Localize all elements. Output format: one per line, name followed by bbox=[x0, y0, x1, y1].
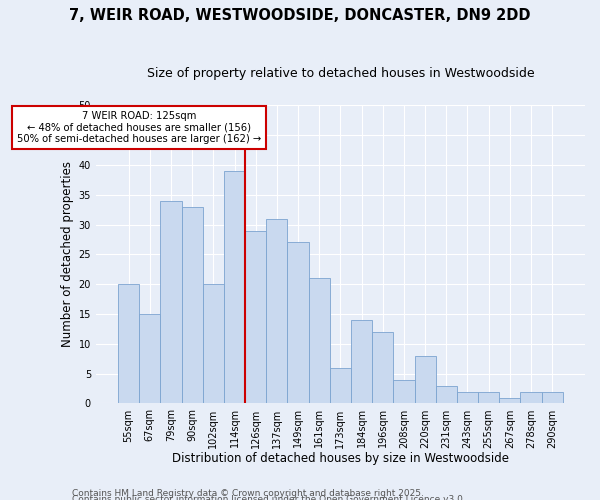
Bar bbox=[224, 171, 245, 404]
Bar bbox=[287, 242, 308, 404]
Bar bbox=[542, 392, 563, 404]
Bar bbox=[499, 398, 520, 404]
Bar bbox=[457, 392, 478, 404]
Bar bbox=[351, 320, 372, 404]
Bar bbox=[308, 278, 330, 404]
Bar bbox=[394, 380, 415, 404]
Text: 7, WEIR ROAD, WESTWOODSIDE, DONCASTER, DN9 2DD: 7, WEIR ROAD, WESTWOODSIDE, DONCASTER, D… bbox=[69, 8, 531, 22]
Title: Size of property relative to detached houses in Westwoodside: Size of property relative to detached ho… bbox=[146, 68, 534, 80]
Bar bbox=[266, 218, 287, 404]
Y-axis label: Number of detached properties: Number of detached properties bbox=[61, 162, 74, 348]
Bar bbox=[203, 284, 224, 404]
Bar bbox=[245, 230, 266, 404]
Bar bbox=[182, 206, 203, 404]
Text: 7 WEIR ROAD: 125sqm
← 48% of detached houses are smaller (156)
50% of semi-detac: 7 WEIR ROAD: 125sqm ← 48% of detached ho… bbox=[17, 111, 262, 144]
Bar bbox=[520, 392, 542, 404]
Bar bbox=[139, 314, 160, 404]
Bar bbox=[372, 332, 394, 404]
Bar bbox=[330, 368, 351, 404]
X-axis label: Distribution of detached houses by size in Westwoodside: Distribution of detached houses by size … bbox=[172, 452, 509, 465]
Bar bbox=[436, 386, 457, 404]
Bar bbox=[160, 200, 182, 404]
Bar bbox=[478, 392, 499, 404]
Text: Contains HM Land Registry data © Crown copyright and database right 2025.: Contains HM Land Registry data © Crown c… bbox=[72, 488, 424, 498]
Bar bbox=[415, 356, 436, 404]
Text: Contains public sector information licensed under the Open Government Licence v3: Contains public sector information licen… bbox=[72, 495, 466, 500]
Bar bbox=[118, 284, 139, 404]
